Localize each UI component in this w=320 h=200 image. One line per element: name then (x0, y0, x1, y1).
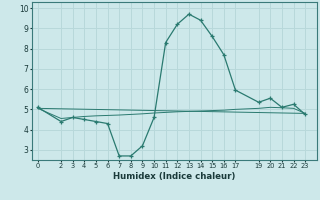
X-axis label: Humidex (Indice chaleur): Humidex (Indice chaleur) (113, 172, 236, 181)
